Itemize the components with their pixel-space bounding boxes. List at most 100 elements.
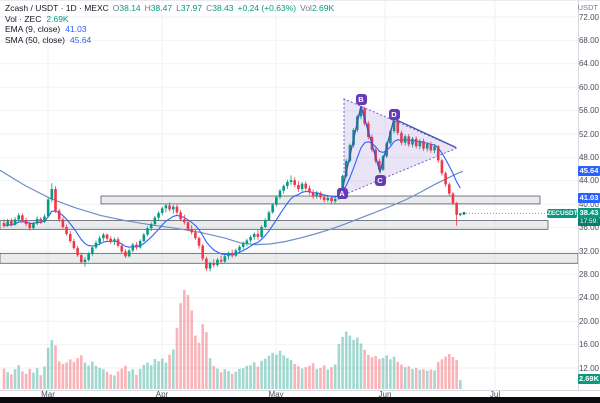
candle-body — [65, 227, 68, 235]
candle-body — [304, 183, 308, 189]
price-zone-box[interactable] — [0, 220, 549, 230]
candle-body — [407, 136, 411, 145]
volume-bar — [6, 372, 9, 389]
month-tick-label: Mar — [41, 390, 55, 399]
volume-bar — [429, 369, 433, 389]
candle-body — [223, 256, 227, 262]
close-label: C — [206, 3, 213, 13]
high-value: 38.47 — [150, 3, 173, 13]
candle-body — [252, 234, 256, 237]
price-tick-label: 16.00 — [578, 340, 599, 350]
pattern-point-a[interactable]: A — [336, 187, 348, 199]
volume-bar — [385, 355, 389, 389]
volume-bar — [440, 359, 444, 389]
candle-body — [153, 217, 157, 225]
volume-bar — [83, 362, 87, 389]
volume-bar — [135, 374, 138, 389]
candle-body — [149, 224, 153, 229]
volume-bar — [330, 367, 333, 389]
candle-body — [311, 192, 315, 197]
sma-line — [0, 169, 464, 246]
volume-bar — [109, 374, 113, 389]
price-tick-label: 44.00 — [578, 176, 599, 186]
legend-row-volume[interactable]: Vol · ZEC 2.69K — [5, 14, 334, 25]
volume-bar — [201, 324, 205, 389]
candle-body — [39, 218, 43, 222]
pattern-point-b[interactable]: B — [355, 93, 367, 105]
candle-body — [389, 131, 392, 144]
price-tick-label: 68.00 — [578, 35, 599, 45]
volume-bar — [341, 336, 344, 389]
time-axis[interactable]: Mar Apr May Jun Jul — [0, 390, 600, 399]
volume-bar — [425, 370, 429, 389]
volume-bar — [436, 361, 440, 389]
symbol-ohlc-row[interactable]: Zcash / USDT · 1D · MEXC O38.14 H38.47 L37.… — [5, 3, 334, 14]
volume-bar — [124, 365, 127, 389]
volume-bar — [212, 365, 216, 389]
chart-canvas[interactable] — [0, 1, 578, 397]
candle-body — [179, 212, 182, 220]
candle-body — [83, 259, 87, 263]
volume-bar — [197, 342, 201, 389]
volume-bar — [91, 361, 94, 389]
volume-bar — [422, 369, 425, 389]
volume-bar — [138, 368, 142, 389]
pattern-point-d[interactable]: D — [388, 108, 400, 120]
candle-body — [32, 223, 35, 229]
candle-body — [359, 108, 363, 117]
volume-bar — [275, 354, 278, 389]
volume-bar — [142, 364, 146, 389]
volume-bar — [293, 363, 297, 389]
volume-bar — [171, 349, 175, 389]
bar-countdown-badge: 17:59: — [578, 218, 600, 226]
candle-body — [91, 247, 94, 254]
volume-bar — [149, 365, 153, 389]
volume-bar — [348, 335, 352, 389]
volume-bar — [359, 343, 363, 389]
change-value: +0.24 (+0.63%) — [237, 3, 297, 13]
volume-value-badge: 2.69K — [578, 374, 600, 384]
legend-row-ema[interactable]: EMA (9, close) 41.03 — [5, 24, 334, 35]
candle-body — [400, 132, 403, 143]
volume-bar — [113, 375, 116, 389]
triangle-pattern[interactable] — [343, 98, 459, 196]
candle-body — [79, 255, 83, 263]
vol-value: 2.69K — [311, 3, 335, 13]
candle-body — [447, 184, 451, 194]
volume-bar — [344, 331, 348, 389]
pattern-zigzag-line[interactable] — [341, 105, 457, 192]
candle-body — [164, 205, 168, 209]
candle-body — [271, 204, 274, 213]
volume-bar — [87, 365, 90, 389]
candle-body — [378, 160, 381, 170]
price-tick-label: 24.00 — [578, 293, 599, 303]
volume-bar — [304, 367, 308, 389]
volume-bar — [190, 310, 193, 389]
candle-body — [146, 228, 149, 235]
candle-body — [241, 243, 245, 247]
candle-body — [286, 181, 289, 187]
volume-bar — [21, 371, 24, 389]
chart-legend: Zcash / USDT · 1D · MEXC O38.14 H38.47 L37.… — [5, 3, 334, 45]
high-label: H — [144, 3, 151, 13]
volume-bar — [43, 366, 46, 389]
volume-bar — [252, 362, 256, 389]
symbol-title: Zcash / USDT · 1D · MEXC — [5, 3, 109, 13]
pattern-point-c[interactable]: C — [374, 174, 386, 186]
legend-row-label: Vol · ZEC — [5, 13, 42, 24]
symbol-ticker-badge: ZECUSDT — [547, 209, 578, 218]
volume-bar — [230, 373, 234, 389]
price-tick-label: 56.00 — [578, 106, 599, 116]
candle-body — [308, 188, 311, 193]
candle-body — [43, 216, 46, 222]
candle-body — [444, 173, 447, 185]
candle-body — [212, 263, 216, 266]
volume-bar — [2, 368, 6, 389]
candle-body — [219, 259, 223, 262]
volume-bar — [68, 359, 72, 389]
price-zone-box[interactable] — [0, 252, 578, 264]
volume-bar — [186, 294, 190, 389]
legend-row-sma[interactable]: SMA (50, close) 45.64 — [5, 35, 334, 46]
candle-body — [385, 143, 389, 157]
